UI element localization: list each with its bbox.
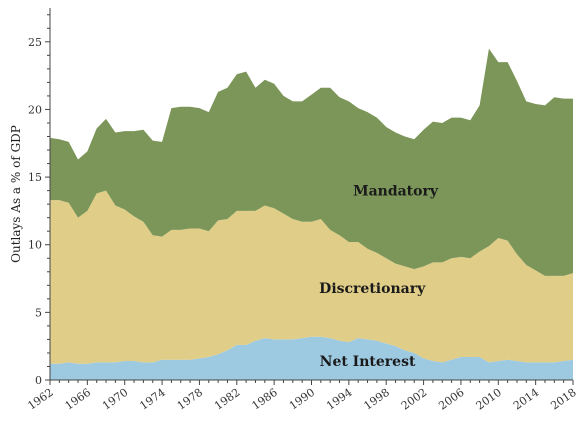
area-label-net-interest: Net Interest bbox=[320, 354, 416, 370]
area-label-discretionary: Discretionary bbox=[319, 281, 426, 297]
x-tick-label: 1990 bbox=[287, 386, 317, 413]
x-tick-label: 2018 bbox=[548, 386, 578, 413]
y-tick-label: 5 bbox=[35, 306, 42, 319]
y-tick-label: 0 bbox=[35, 374, 42, 387]
x-tick-label: 1982 bbox=[212, 386, 242, 413]
x-tick-label: 2014 bbox=[511, 386, 541, 413]
area-net-interest bbox=[50, 336, 573, 380]
area-labels: Mandatory Discretionary Net Interest bbox=[319, 184, 439, 370]
x-tick-label: 2006 bbox=[436, 386, 466, 413]
x-tick-label: 1966 bbox=[63, 386, 93, 413]
y-ticks: 0 5 10 15 20 25 bbox=[28, 14, 50, 387]
x-tick-label: 2010 bbox=[474, 386, 504, 413]
x-tick-label: 1962 bbox=[25, 386, 55, 413]
x-tick-label: 1998 bbox=[362, 386, 392, 413]
y-tick-label: 20 bbox=[28, 103, 42, 116]
area-mandatory bbox=[50, 48, 573, 276]
y-tick-label: 10 bbox=[28, 239, 42, 252]
y-tick-label: 15 bbox=[28, 171, 42, 184]
x-tick-label: 1978 bbox=[175, 386, 205, 413]
x-tick-label: 1970 bbox=[100, 386, 130, 413]
x-tick-label: 1986 bbox=[249, 386, 279, 413]
x-ticks: 1962 1966 1970 1974 1978 1982 1986 1990 1994 1998… bbox=[25, 380, 579, 413]
area-label-mandatory: Mandatory bbox=[353, 184, 439, 200]
x-tick-label: 1994 bbox=[324, 386, 354, 413]
area-discretionary bbox=[50, 190, 573, 364]
x-tick-label: 2002 bbox=[399, 386, 429, 413]
y-axis-title: Outlays As a % of GDP bbox=[9, 125, 23, 263]
stacked-areas bbox=[50, 48, 573, 380]
x-tick-label: 1974 bbox=[137, 386, 167, 413]
y-tick-label: 25 bbox=[28, 36, 42, 49]
